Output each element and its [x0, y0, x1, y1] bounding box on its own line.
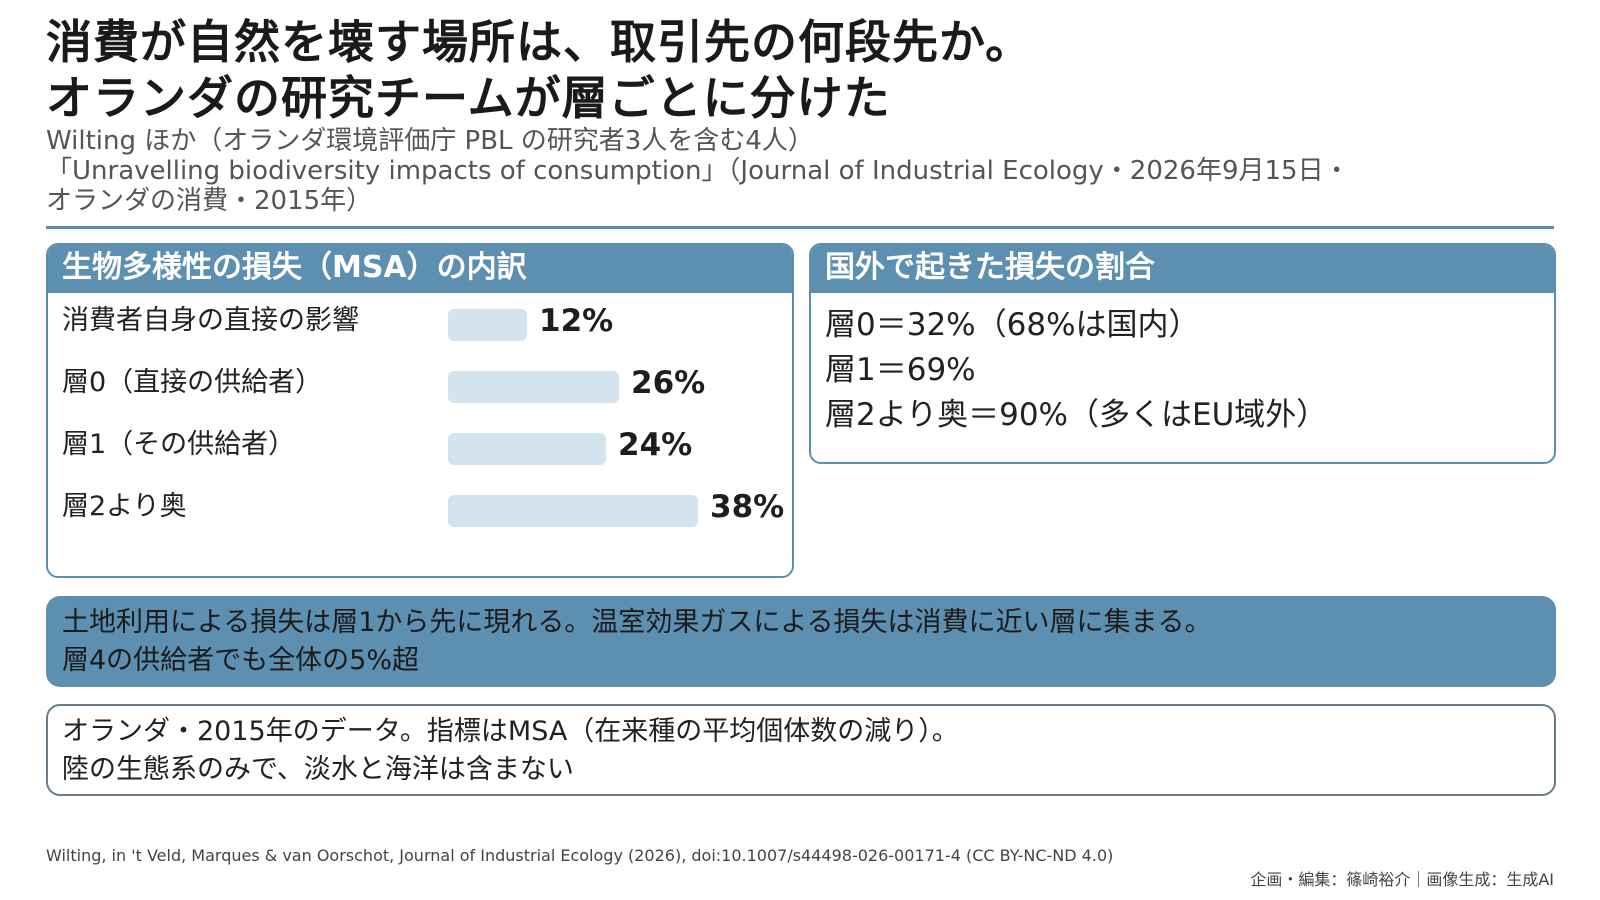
breakdown-bar-chart: 消費者自身の直接の影響 12% 層0（直接の供給者） 26% 層1（その供給者） 24% 層… — [48, 293, 792, 573]
subtitle-line: 「Unravelling biodiversity impacts of con… — [46, 156, 1350, 186]
citation-text: Wilting, in 't Veld, Marques & van Oorsc… — [46, 846, 1114, 865]
overseas-panel: 国外で起きた損失の割合 層0＝32%（68%は国内） 層1＝69% 層2より奥＝… — [809, 243, 1556, 464]
breakdown-panel: 生物多様性の損失（MSA）の内訳 消費者自身の直接の影響 12% 層0（直接の供給者… — [46, 243, 794, 578]
bar-category-label: 層0（直接の供給者） — [62, 367, 323, 398]
bar — [448, 433, 606, 465]
note-line: 陸の生態系のみで、淡水と海洋は含まない — [62, 754, 574, 785]
overseas-item: 層1＝69% — [825, 352, 976, 388]
page-title-line: オランダの研究チームが層ごとに分けた — [46, 71, 891, 125]
key-finding-callout: 土地利用による損失は層1から先に現れる。温室効果ガスによる損失は消費に近い層に集… — [46, 596, 1556, 687]
note-line: オランダ・2015年のデータ。指標はMSA（在来種の平均個体数の減り）。 — [62, 716, 959, 747]
bar-value-label: 38% — [710, 489, 785, 525]
subtitle-line: Wilting ほか（オランダ環境評価庁 PBL の研究者3人を含む4人） — [46, 126, 814, 156]
overseas-list: 層0＝32%（68%は国内） 層1＝69% 層2より奥＝90%（多くはEU域外） — [811, 293, 1554, 438]
credit-text: 企画・編集：篠崎裕介｜画像生成：生成AI — [1250, 870, 1554, 889]
bar-value-label: 24% — [618, 427, 693, 463]
source-subtitle: Wilting ほか（オランダ環境評価庁 PBL の研究者3人を含む4人） 「U… — [46, 126, 1546, 216]
bar-category-label: 層1（その供給者） — [62, 429, 296, 460]
overseas-item: 層2より奥＝90%（多くはEU域外） — [825, 397, 1328, 433]
bar-row: 層1（その供給者） 24% — [48, 419, 792, 469]
overseas-panel-title: 国外で起きた損失の割合 — [811, 245, 1554, 293]
overseas-item: 層0＝32%（68%は国内） — [825, 307, 1200, 343]
bar — [448, 495, 698, 527]
bar — [448, 371, 619, 403]
bar-row: 消費者自身の直接の影響 12% — [48, 295, 792, 345]
page-title: 消費が自然を壊す場所は、取引先の何段先か。 オランダの研究チームが層ごとに分けた — [46, 14, 1546, 126]
bar — [448, 309, 527, 341]
bar-category-label: 消費者自身の直接の影響 — [62, 305, 359, 336]
subtitle-line: オランダの消費・2015年） — [46, 186, 373, 216]
bar-value-label: 26% — [631, 365, 706, 401]
bar-value-label: 12% — [539, 303, 614, 339]
bar-row: 層0（直接の供給者） 26% — [48, 357, 792, 407]
bar-row: 層2より奥 38% — [48, 481, 792, 531]
callout-line: 層4の供給者でも全体の5%超 — [62, 645, 420, 676]
breakdown-panel-title: 生物多様性の損失（MSA）の内訳 — [48, 245, 792, 293]
bar-category-label: 層2より奥 — [62, 491, 187, 522]
header-divider — [46, 226, 1554, 229]
callout-line: 土地利用による損失は層1から先に現れる。温室効果ガスによる損失は消費に近い層に集… — [62, 607, 1212, 638]
page-title-line: 消費が自然を壊す場所は、取引先の何段先か。 — [46, 15, 1033, 69]
data-note: オランダ・2015年のデータ。指標はMSA（在来種の平均個体数の減り）。 陸の生… — [46, 704, 1556, 796]
